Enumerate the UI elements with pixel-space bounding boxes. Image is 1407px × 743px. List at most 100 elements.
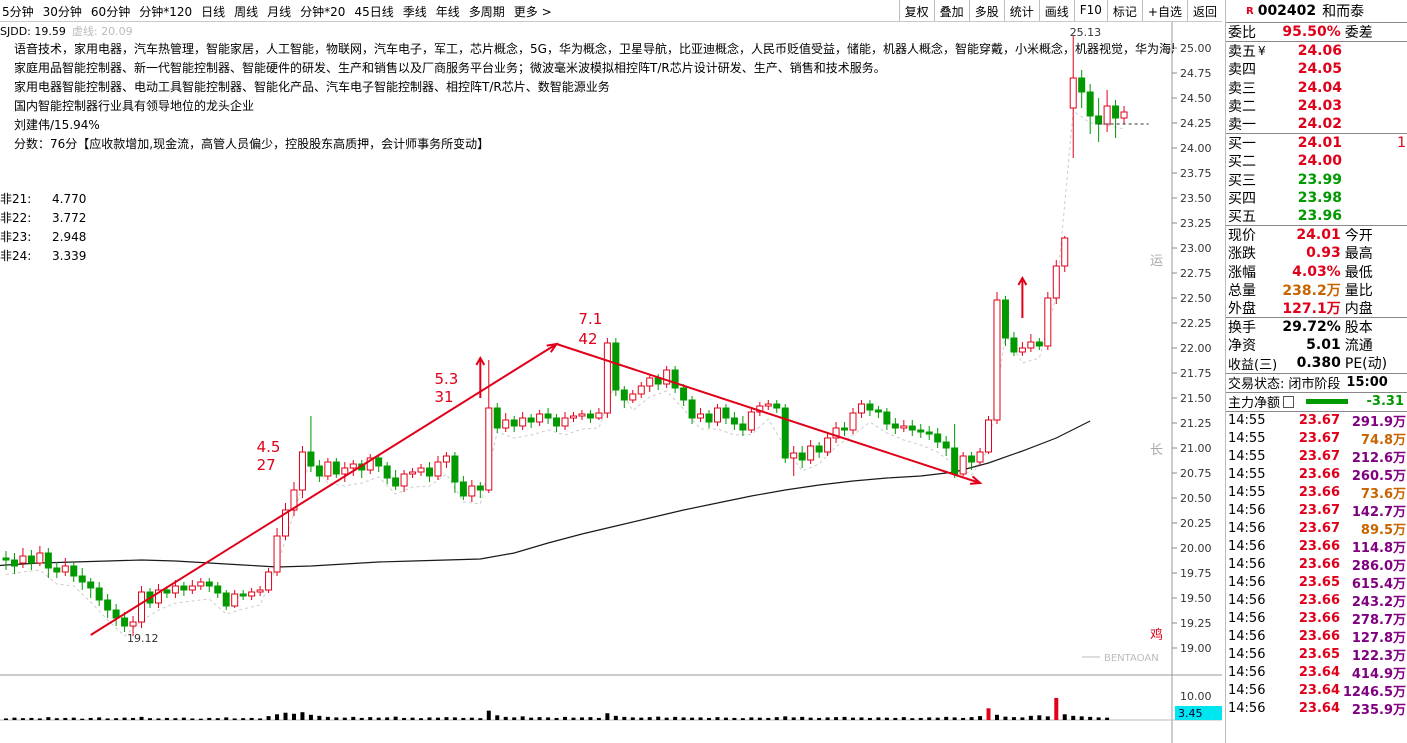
restore-rights-button[interactable]: 复权: [898, 0, 934, 21]
indicator-line: SJDD: 19.59 虚线: 20.09: [0, 23, 133, 39]
score-text: 分数：76分【应收款增加,现金流，高管人员偏少，控股股东高质押，会计师事务所变动…: [14, 137, 490, 151]
candle-body: [824, 437, 832, 453]
side-marker-label: 长: [1150, 443, 1163, 458]
candle-body: [256, 589, 264, 593]
candle-body: [976, 451, 984, 463]
multi-stock-button[interactable]: 多股: [968, 0, 1004, 21]
volume-bar: [901, 717, 906, 720]
stat-label: 净资: [1228, 338, 1256, 355]
tick-row: 14:56 23.66 114.8万: [1226, 538, 1407, 556]
candle: [824, 434, 832, 456]
candle: [468, 480, 476, 502]
candle-body: [180, 585, 188, 591]
candle-body: [1069, 77, 1077, 109]
back-button[interactable]: 返回: [1186, 0, 1222, 21]
tab-60min[interactable]: 60分钟: [90, 5, 131, 19]
sell-row-2: 卖二 24.03: [1226, 97, 1407, 115]
volume-bar: [1037, 715, 1042, 720]
kline-chart[interactable]: 25.00 24.75 24.50 24.25 24.00 23.75 23.50 23.25…: [0, 22, 1222, 743]
tick-volume: 1246.5万: [1342, 685, 1406, 701]
stat-label-2: PE(动): [1344, 356, 1388, 373]
volume-bar: [978, 716, 983, 720]
tab-5min[interactable]: 5分钟: [2, 5, 34, 19]
tab-30min[interactable]: 30分钟: [42, 5, 82, 19]
volume-bar: [385, 717, 390, 720]
volume-bar: [935, 717, 940, 720]
tab-20min[interactable]: 分钟*20: [300, 5, 346, 19]
candle-body: [87, 581, 95, 589]
tick-row: 14:55 23.67 74.8万: [1226, 430, 1407, 448]
candle: [739, 416, 747, 436]
tick-volume: 235.9万: [1351, 703, 1406, 719]
tick-price: 23.66: [1298, 557, 1340, 573]
y-tick-label: 23.25: [1180, 217, 1212, 230]
stat-row: 收益(三) 0.380 PE(动): [1226, 354, 1407, 373]
candle: [620, 386, 628, 408]
candle: [265, 568, 273, 593]
add-watchlist-button[interactable]: +自选: [1141, 0, 1187, 21]
overlay-button[interactable]: 叠加: [933, 0, 969, 21]
price-annotation: 25.13: [1070, 26, 1102, 39]
candle-body: [44, 552, 52, 569]
trade-status-label: 交易状态:: [1228, 377, 1285, 393]
candle-body: [61, 565, 69, 573]
sell-label: 卖三: [1228, 80, 1256, 97]
candle-body: [1086, 91, 1094, 117]
trade-time: 15:00: [1346, 375, 1388, 391]
volume-bar: [715, 717, 720, 720]
tab-monthly[interactable]: 月线: [267, 5, 292, 19]
y-tick-label: 20.50: [1180, 492, 1212, 505]
candle-body: [324, 461, 332, 477]
stats-button[interactable]: 统计: [1003, 0, 1039, 21]
y-tick-label: 19.00: [1180, 642, 1212, 655]
tab-120min[interactable]: 分钟*120: [139, 5, 193, 19]
candle-body: [527, 417, 535, 423]
mark-button[interactable]: 标记: [1106, 0, 1142, 21]
volume-bar: [647, 717, 652, 720]
volume-bar: [571, 717, 576, 720]
tab-quarterly[interactable]: 季线: [402, 5, 427, 19]
volume-bar: [546, 717, 551, 720]
draw-line-button[interactable]: 画线: [1038, 0, 1074, 21]
sell-row-4: 卖四 24.05: [1226, 60, 1407, 78]
y-tick-label: 21.25: [1180, 417, 1212, 430]
tab-daily[interactable]: 日线: [201, 5, 226, 19]
candle-body: [646, 377, 654, 387]
tab-more[interactable]: 更多 >: [513, 5, 552, 19]
candle: [849, 408, 857, 434]
candle-body: [426, 467, 433, 477]
candle: [1069, 36, 1077, 158]
volume-bar: [147, 718, 152, 720]
candle: [256, 586, 264, 596]
candle: [112, 604, 120, 626]
volume-tick-label: 10.00: [1180, 690, 1212, 703]
candle-body: [248, 591, 256, 597]
volume-bar: [486, 710, 491, 720]
candle: [951, 424, 959, 478]
stock-header: R 002402 和而泰: [1226, 0, 1407, 23]
doc-icon[interactable]: [1283, 395, 1295, 408]
volume-bar: [4, 718, 8, 720]
tick-time: 14:56: [1228, 629, 1266, 645]
tick-volume: 114.8万: [1351, 541, 1406, 557]
tab-yearly[interactable]: 年线: [435, 5, 460, 19]
tick-price: 23.67: [1298, 503, 1340, 519]
stat-row: 外盘 127.1万 内盘: [1226, 299, 1407, 317]
candle-body: [959, 455, 967, 475]
candle-body: [315, 465, 323, 477]
metric-row: 非23: 2.948: [0, 228, 86, 247]
volume-bar: [893, 717, 898, 720]
up-arrow-head: [1017, 275, 1028, 286]
tab-45day[interactable]: 45日线: [354, 5, 394, 19]
tick-list[interactable]: 14:55 23.67 291.9万 14:55 23.67 74.8万 14:55 23.6…: [1226, 410, 1407, 719]
sell-row-5: 卖五 ¥24.06: [1228, 43, 1342, 61]
f10-button[interactable]: F10: [1073, 0, 1107, 21]
candle: [36, 546, 44, 566]
volume-bar: [410, 717, 415, 720]
tab-weekly[interactable]: 周线: [234, 5, 259, 19]
concept-tags: 语音技术，家用电器，汽车热管理，智能家居，人工智能，物联网，汽车电子，军工，芯片…: [14, 42, 1174, 56]
tick-price: 23.66: [1298, 467, 1340, 483]
candle: [968, 452, 976, 470]
tab-multi-period[interactable]: 多周期: [468, 5, 505, 19]
tick-price: 23.64: [1298, 665, 1340, 681]
